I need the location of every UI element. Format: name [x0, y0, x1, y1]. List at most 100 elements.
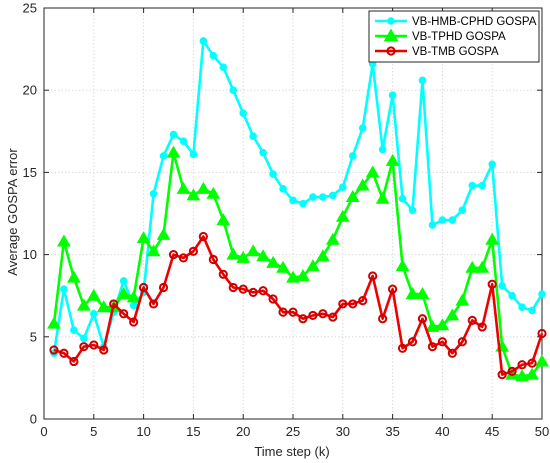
data-point [129, 317, 139, 327]
data-point [216, 213, 231, 226]
data-point [239, 109, 247, 118]
x-tick-label: 45 [485, 424, 499, 439]
data-point [497, 370, 507, 380]
data-point [276, 260, 290, 273]
data-point [296, 268, 310, 281]
data-point [266, 255, 280, 268]
data-point [199, 37, 208, 45]
data-point [358, 296, 368, 306]
data-point [477, 322, 487, 332]
data-point [236, 250, 251, 263]
y-tick-label: 0 [30, 412, 37, 427]
data-point [306, 259, 320, 272]
data-point [538, 290, 546, 298]
data-point [208, 254, 218, 265]
data-point [437, 337, 447, 347]
legend-marker [386, 46, 396, 56]
data-point [158, 282, 169, 293]
data-point [129, 301, 138, 310]
data-point [178, 253, 189, 263]
y-tick-label: 5 [30, 329, 37, 344]
data-point [286, 270, 300, 283]
data-point [465, 260, 480, 273]
x-tick-label: 35 [385, 424, 399, 439]
data-point [166, 145, 181, 158]
data-point [468, 181, 477, 190]
data-point [248, 287, 258, 298]
data-point [136, 231, 151, 244]
x-tick-label: 25 [286, 424, 300, 439]
legend: VB-HMB-CPHD GOSPA VB-TPHD GOSPA VB-TMB GOS… [368, 10, 540, 63]
y-tick-label: 10 [23, 247, 37, 262]
data-point [487, 279, 497, 289]
data-point [109, 299, 119, 309]
data-point [438, 216, 447, 224]
data-point [196, 181, 211, 194]
y-tick-label: 25 [23, 1, 37, 16]
data-point [355, 178, 370, 191]
data-point [229, 86, 238, 94]
data-point [348, 299, 358, 309]
data-point [417, 314, 428, 324]
data-point [318, 309, 328, 319]
data-point [168, 250, 179, 260]
data-point [517, 360, 527, 370]
data-point [375, 191, 390, 204]
data-point [427, 342, 438, 352]
data-point [345, 190, 360, 203]
data-point [467, 315, 477, 325]
data-point [455, 293, 470, 306]
data-point [528, 306, 536, 315]
data-point [448, 216, 457, 224]
data-point [378, 145, 387, 154]
data-point [358, 124, 367, 132]
data-point [395, 259, 410, 272]
x-tick-label: 5 [90, 424, 97, 439]
data-point [198, 231, 208, 242]
data-point [397, 343, 408, 353]
data-point [325, 232, 340, 245]
data-point [148, 299, 159, 309]
x-tick-label: 30 [336, 424, 350, 439]
data-point [69, 356, 79, 367]
data-point [90, 309, 98, 318]
data-point [86, 288, 101, 301]
data-point [457, 337, 467, 347]
data-point [249, 132, 257, 141]
data-point [378, 314, 388, 324]
data-point [537, 328, 547, 339]
data-point [338, 299, 348, 309]
x-tick-label: 15 [186, 424, 200, 439]
data-point [179, 137, 188, 145]
data-point [156, 227, 171, 240]
data-point [119, 309, 129, 319]
data-point [47, 316, 61, 329]
data-point [478, 181, 487, 190]
data-point [525, 367, 539, 380]
x-tick-label: 20 [236, 424, 250, 439]
data-point [76, 298, 91, 311]
data-point [407, 337, 418, 347]
data-point [119, 277, 128, 285]
data-point [139, 282, 149, 293]
y-axis-label: Average GOSPA error [5, 148, 20, 276]
data-point [209, 51, 218, 60]
data-point [418, 76, 427, 85]
data-point [308, 310, 318, 321]
series-layer [47, 37, 549, 382]
series-3 [49, 231, 547, 380]
x-tick-label: 40 [435, 424, 449, 439]
data-point [96, 300, 111, 313]
axes: 0 5 10 15 20 25 30 35 40 45 50 0 5 10 15 20 25 [23, 1, 550, 440]
y-tick-label: 15 [23, 165, 37, 180]
data-point [238, 284, 248, 294]
data-point [219, 63, 228, 71]
data-point [316, 249, 330, 262]
data-point [189, 150, 198, 159]
data-point [70, 326, 78, 335]
data-point [335, 209, 350, 222]
data-point [186, 188, 201, 201]
data-point [67, 270, 81, 283]
data-point [319, 193, 327, 201]
